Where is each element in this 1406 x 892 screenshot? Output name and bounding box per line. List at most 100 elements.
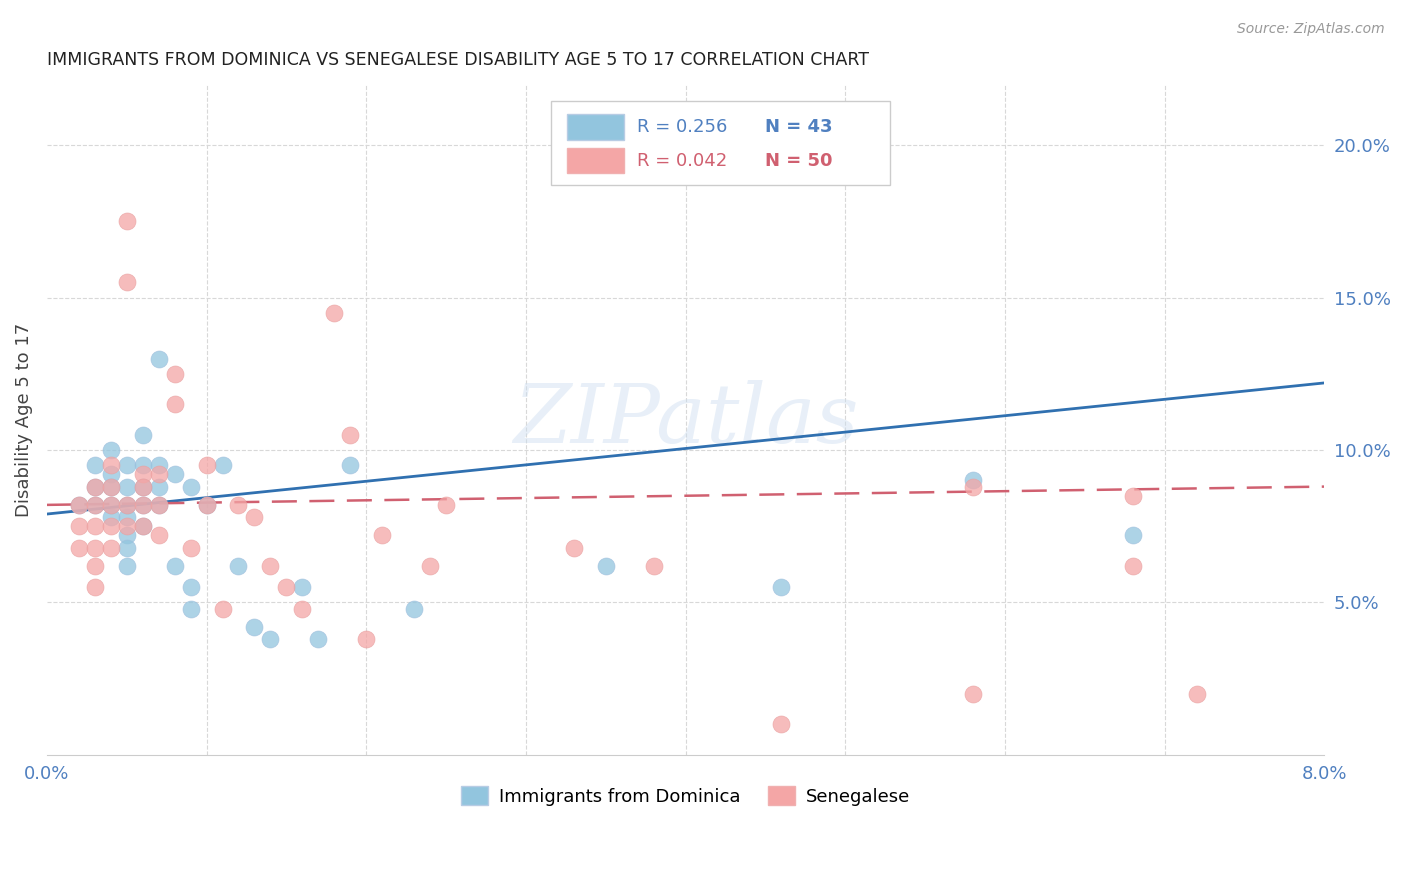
Point: [100, 458, 122, 473]
Point: [131, 498, 153, 512]
Point: [180, 541, 202, 555]
Point: [562, 541, 585, 555]
Point: [211, 601, 233, 615]
Point: [323, 306, 346, 320]
Point: [1122, 489, 1144, 503]
Point: [148, 498, 170, 512]
Point: [115, 480, 138, 494]
Point: [115, 275, 138, 289]
Point: [67, 519, 90, 533]
Point: [962, 480, 984, 494]
Point: [1185, 687, 1208, 701]
Point: [163, 367, 186, 381]
Point: [148, 351, 170, 366]
Point: [100, 480, 122, 494]
Point: [148, 480, 170, 494]
Point: [83, 458, 105, 473]
Point: [100, 467, 122, 482]
Text: N = 50: N = 50: [765, 152, 832, 169]
Text: R = 0.256: R = 0.256: [637, 118, 727, 136]
Point: [259, 558, 281, 573]
Point: [291, 601, 314, 615]
Point: [243, 510, 266, 524]
Point: [131, 427, 153, 442]
Point: [83, 558, 105, 573]
Point: [770, 580, 793, 594]
Point: [100, 442, 122, 457]
Point: [148, 498, 170, 512]
Point: [115, 541, 138, 555]
Point: [595, 558, 617, 573]
Point: [100, 519, 122, 533]
FancyBboxPatch shape: [567, 114, 624, 140]
Point: [115, 558, 138, 573]
Point: [243, 620, 266, 634]
Point: [100, 498, 122, 512]
Point: [100, 510, 122, 524]
Point: [67, 498, 90, 512]
Point: [83, 480, 105, 494]
Point: [115, 458, 138, 473]
Point: [83, 498, 105, 512]
Point: [371, 528, 394, 542]
Point: [228, 558, 250, 573]
Point: [180, 580, 202, 594]
Point: [83, 498, 105, 512]
Point: [291, 580, 314, 594]
Point: [115, 510, 138, 524]
Point: [131, 498, 153, 512]
Point: [1122, 558, 1144, 573]
Point: [131, 480, 153, 494]
Point: [115, 214, 138, 228]
Text: Source: ZipAtlas.com: Source: ZipAtlas.com: [1237, 22, 1385, 37]
Point: [195, 498, 218, 512]
Text: N = 43: N = 43: [765, 118, 832, 136]
Point: [962, 474, 984, 488]
Point: [148, 467, 170, 482]
Point: [131, 458, 153, 473]
Point: [354, 632, 377, 646]
Point: [83, 541, 105, 555]
Point: [211, 458, 233, 473]
Point: [434, 498, 457, 512]
Point: [643, 558, 665, 573]
Point: [100, 480, 122, 494]
Point: [115, 519, 138, 533]
FancyBboxPatch shape: [567, 148, 624, 173]
Point: [67, 498, 90, 512]
Point: [259, 632, 281, 646]
Point: [228, 498, 250, 512]
Point: [67, 541, 90, 555]
Legend: Immigrants from Dominica, Senegalese: Immigrants from Dominica, Senegalese: [454, 780, 917, 813]
Point: [1122, 528, 1144, 542]
Point: [148, 458, 170, 473]
Point: [131, 519, 153, 533]
Point: [339, 458, 361, 473]
Point: [180, 480, 202, 494]
Point: [115, 498, 138, 512]
Point: [115, 528, 138, 542]
FancyBboxPatch shape: [551, 101, 890, 185]
Point: [83, 480, 105, 494]
Text: IMMIGRANTS FROM DOMINICA VS SENEGALESE DISABILITY AGE 5 TO 17 CORRELATION CHART: IMMIGRANTS FROM DOMINICA VS SENEGALESE D…: [46, 51, 869, 69]
Point: [131, 467, 153, 482]
Point: [100, 541, 122, 555]
Point: [419, 558, 441, 573]
Point: [770, 717, 793, 731]
Point: [100, 498, 122, 512]
Point: [180, 601, 202, 615]
Point: [163, 558, 186, 573]
Point: [83, 519, 105, 533]
Point: [131, 480, 153, 494]
Text: ZIPatlas: ZIPatlas: [513, 379, 858, 459]
Point: [83, 580, 105, 594]
Point: [195, 458, 218, 473]
Point: [339, 427, 361, 442]
Point: [307, 632, 329, 646]
Point: [962, 687, 984, 701]
Point: [148, 528, 170, 542]
Point: [276, 580, 298, 594]
Point: [404, 601, 426, 615]
Point: [195, 498, 218, 512]
Point: [163, 397, 186, 411]
